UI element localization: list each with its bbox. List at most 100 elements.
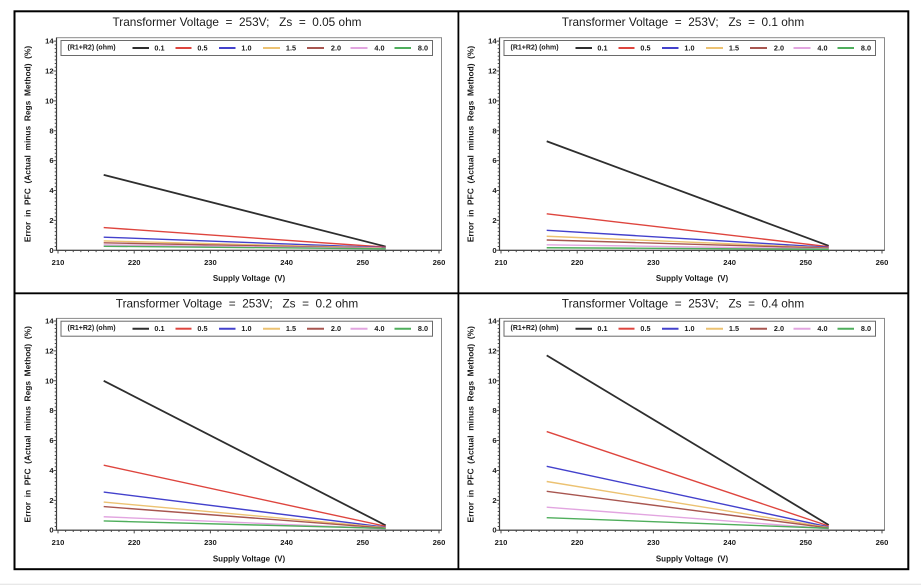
svg-text:1.5: 1.5: [285, 44, 295, 53]
svg-text:2: 2: [493, 216, 497, 225]
svg-text:Supply Voltage (V): Supply Voltage (V): [656, 274, 729, 283]
svg-text:250: 250: [356, 258, 369, 267]
svg-text:2: 2: [493, 496, 497, 505]
svg-text:2: 2: [49, 216, 53, 225]
svg-text:0.1: 0.1: [154, 44, 164, 53]
svg-text:210: 210: [495, 538, 508, 547]
svg-text:210: 210: [51, 538, 64, 547]
svg-text:2.0: 2.0: [330, 44, 340, 53]
svg-text:4.0: 4.0: [374, 44, 384, 53]
svg-text:1.0: 1.0: [241, 324, 251, 333]
svg-text:250: 250: [800, 538, 813, 547]
svg-text:12: 12: [45, 347, 53, 356]
svg-text:0: 0: [49, 246, 53, 255]
svg-text:0.5: 0.5: [641, 324, 651, 333]
svg-text:0: 0: [493, 246, 497, 255]
svg-text:0.1: 0.1: [598, 324, 608, 333]
svg-text:8.0: 8.0: [417, 324, 427, 333]
svg-text:Transformer Voltage = 253V;: Transformer Voltage = 253V; Zs = 0.05 oh…: [112, 15, 361, 29]
svg-text:8: 8: [49, 406, 53, 415]
svg-text:2.0: 2.0: [774, 44, 784, 53]
svg-text:260: 260: [876, 538, 889, 547]
svg-text:1.0: 1.0: [685, 44, 695, 53]
svg-text:14: 14: [489, 37, 498, 46]
svg-text:220: 220: [127, 538, 140, 547]
svg-text:(R1+R2) (ohm): (R1+R2) (ohm): [67, 325, 115, 332]
svg-text:260: 260: [432, 538, 445, 547]
svg-text:4.0: 4.0: [818, 44, 828, 53]
svg-text:Transformer Voltage = 253V;: Transformer Voltage = 253V; Zs = 0.4 ohm: [562, 297, 805, 311]
svg-text:240: 240: [280, 258, 293, 267]
svg-text:0: 0: [493, 526, 497, 535]
svg-text:240: 240: [724, 258, 737, 267]
svg-text:10: 10: [489, 97, 497, 106]
svg-text:260: 260: [876, 258, 889, 267]
svg-text:Transformer Voltage = 253V;: Transformer Voltage = 253V; Zs = 0.2 ohm: [115, 297, 358, 311]
svg-text:240: 240: [724, 538, 737, 547]
svg-text:Transformer Voltage = 253V;: Transformer Voltage = 253V; Zs = 0.1 ohm: [562, 15, 805, 29]
svg-text:14: 14: [45, 37, 54, 46]
svg-text:4: 4: [493, 466, 498, 475]
svg-text:10: 10: [489, 377, 497, 386]
svg-text:6: 6: [49, 436, 53, 445]
svg-text:2.0: 2.0: [330, 324, 340, 333]
svg-text:210: 210: [495, 258, 508, 267]
svg-text:230: 230: [204, 258, 217, 267]
svg-text:12: 12: [489, 67, 497, 76]
svg-text:4: 4: [49, 466, 54, 475]
svg-text:(R1+R2) (ohm): (R1+R2) (ohm): [511, 325, 559, 332]
svg-text:2.0: 2.0: [774, 324, 784, 333]
svg-text:14: 14: [489, 317, 498, 326]
svg-text:250: 250: [356, 538, 369, 547]
svg-text:Error in PFC (Actual minus: Error in PFC (Actual minus Regs Method) …: [22, 326, 32, 523]
svg-text:Supply Voltage (V): Supply Voltage (V): [212, 274, 285, 283]
svg-text:Error in PFC (Actual minus: Error in PFC (Actual minus Regs Method) …: [466, 46, 476, 243]
svg-text:8: 8: [493, 406, 497, 415]
svg-text:14: 14: [45, 317, 54, 326]
svg-text:0.5: 0.5: [641, 44, 651, 53]
svg-text:Supply Voltage (V): Supply Voltage (V): [212, 555, 285, 564]
svg-text:6: 6: [49, 156, 53, 165]
svg-text:230: 230: [204, 538, 217, 547]
svg-text:0.1: 0.1: [154, 324, 164, 333]
svg-text:6: 6: [493, 436, 497, 445]
svg-text:0: 0: [49, 526, 53, 535]
svg-text:220: 220: [571, 258, 584, 267]
svg-text:2: 2: [49, 496, 53, 505]
svg-text:8: 8: [49, 127, 53, 136]
svg-text:10: 10: [45, 97, 53, 106]
svg-text:(R1+R2) (ohm): (R1+R2) (ohm): [511, 45, 559, 52]
svg-text:1.5: 1.5: [729, 44, 739, 53]
svg-text:220: 220: [571, 538, 584, 547]
svg-text:1.5: 1.5: [285, 324, 295, 333]
svg-text:220: 220: [127, 258, 140, 267]
svg-text:1.0: 1.0: [241, 44, 251, 53]
svg-text:Error in PFC (Actual minus: Error in PFC (Actual minus Regs Method) …: [22, 46, 32, 243]
svg-text:8.0: 8.0: [417, 44, 427, 53]
svg-text:12: 12: [489, 347, 497, 356]
svg-text:12: 12: [45, 67, 53, 76]
svg-text:1.5: 1.5: [729, 324, 739, 333]
svg-text:240: 240: [280, 538, 293, 547]
svg-text:Error in PFC (Actual minus: Error in PFC (Actual minus Regs Method) …: [466, 326, 476, 523]
svg-text:250: 250: [800, 258, 813, 267]
svg-text:6: 6: [493, 156, 497, 165]
svg-text:230: 230: [647, 538, 660, 547]
svg-text:8.0: 8.0: [861, 324, 871, 333]
svg-text:Supply Voltage (V): Supply Voltage (V): [656, 555, 729, 564]
svg-text:4: 4: [493, 186, 498, 195]
svg-text:260: 260: [432, 258, 445, 267]
svg-text:0.5: 0.5: [197, 324, 207, 333]
svg-text:210: 210: [51, 258, 64, 267]
svg-text:1.0: 1.0: [685, 324, 695, 333]
svg-text:0.5: 0.5: [197, 44, 207, 53]
svg-text:8.0: 8.0: [861, 44, 871, 53]
svg-text:8: 8: [493, 127, 497, 136]
svg-text:10: 10: [45, 377, 53, 386]
svg-text:4: 4: [49, 186, 54, 195]
svg-text:4.0: 4.0: [374, 324, 384, 333]
svg-text:4.0: 4.0: [818, 324, 828, 333]
svg-text:230: 230: [647, 258, 660, 267]
svg-text:0.1: 0.1: [598, 44, 608, 53]
svg-text:(R1+R2) (ohm): (R1+R2) (ohm): [67, 45, 115, 52]
